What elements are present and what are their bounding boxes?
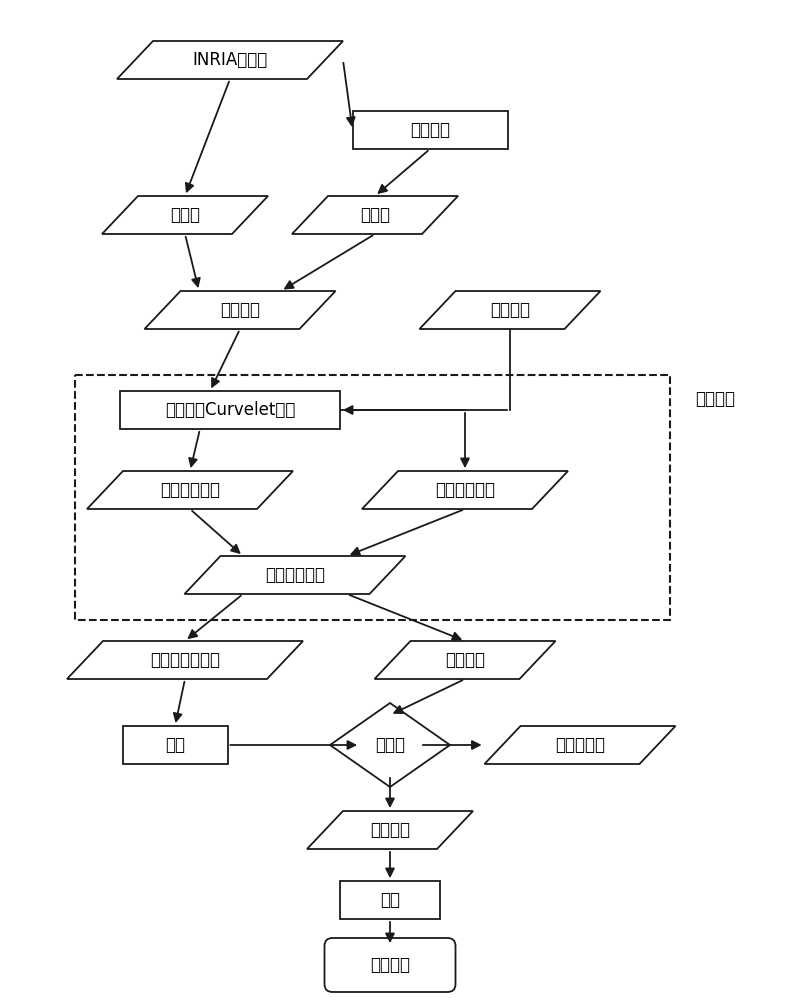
- Text: 组合: 组合: [380, 891, 400, 909]
- Text: 边缘特征向量: 边缘特征向量: [160, 481, 220, 499]
- FancyBboxPatch shape: [352, 111, 508, 149]
- Text: INRIA数据集: INRIA数据集: [192, 51, 268, 69]
- Text: 纹理特征向量: 纹理特征向量: [435, 481, 495, 499]
- Text: 窗口特征: 窗口特征: [445, 651, 485, 669]
- Polygon shape: [87, 471, 293, 509]
- FancyBboxPatch shape: [123, 726, 227, 764]
- Text: 非人体窗口: 非人体窗口: [555, 736, 605, 754]
- FancyBboxPatch shape: [120, 391, 340, 429]
- Text: 样本自举: 样本自举: [410, 121, 450, 139]
- Polygon shape: [362, 471, 568, 509]
- Polygon shape: [375, 641, 556, 679]
- Text: 分类器: 分类器: [375, 736, 405, 754]
- Text: 训练: 训练: [165, 736, 185, 754]
- Text: 负样本: 负样本: [360, 206, 390, 224]
- Text: 训练样本特征集: 训练样本特征集: [150, 651, 220, 669]
- Polygon shape: [67, 641, 303, 679]
- Polygon shape: [420, 291, 601, 329]
- Text: 样本图像: 样本图像: [220, 301, 260, 319]
- FancyBboxPatch shape: [324, 938, 456, 992]
- Text: 正样本: 正样本: [170, 206, 200, 224]
- Text: 人体特征向量: 人体特征向量: [265, 566, 325, 584]
- Polygon shape: [307, 811, 473, 849]
- Polygon shape: [485, 726, 675, 764]
- Text: 待检图像: 待检图像: [490, 301, 530, 319]
- Text: 检测结果: 检测结果: [370, 956, 410, 974]
- Polygon shape: [330, 703, 450, 787]
- Polygon shape: [102, 196, 268, 234]
- Text: 快速离散Curvelet变换: 快速离散Curvelet变换: [165, 401, 296, 419]
- Polygon shape: [144, 291, 336, 329]
- Polygon shape: [184, 556, 405, 594]
- Polygon shape: [117, 41, 343, 79]
- Text: 人体窗口: 人体窗口: [370, 821, 410, 839]
- Polygon shape: [292, 196, 458, 234]
- FancyBboxPatch shape: [340, 881, 440, 919]
- Text: 特征提取: 特征提取: [695, 390, 735, 408]
